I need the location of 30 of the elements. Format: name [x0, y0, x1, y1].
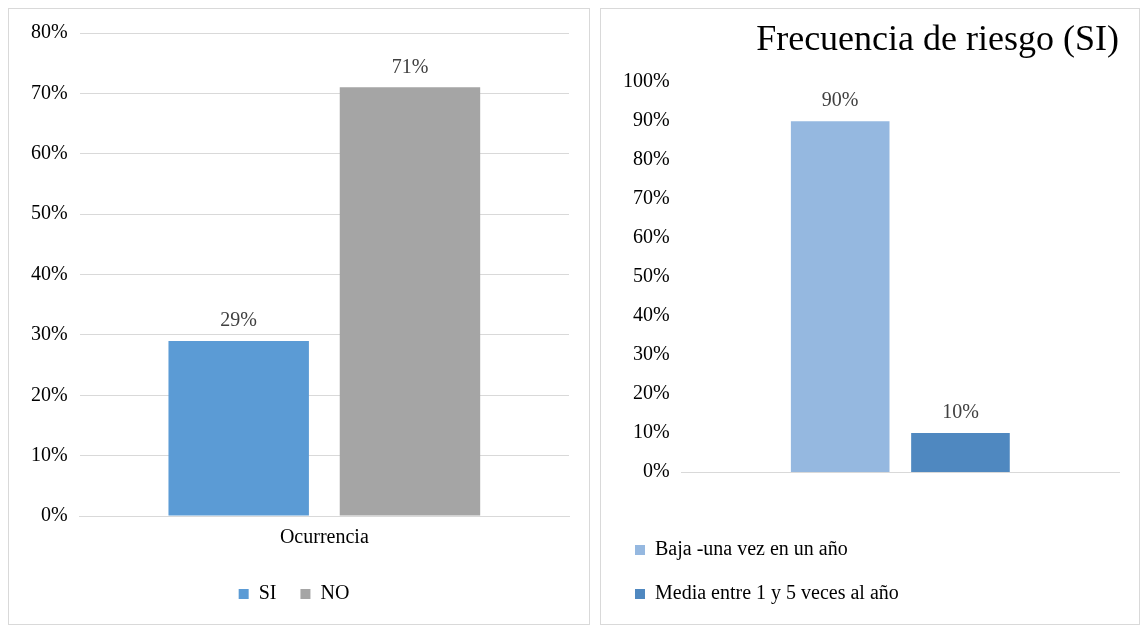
y-tick-label: 20%: [632, 381, 670, 404]
y-tick-label: 0%: [642, 459, 670, 482]
y-tick-label: 20%: [30, 382, 68, 405]
data-label: 10%: [942, 400, 979, 423]
y-tick-label: 0%: [40, 503, 68, 526]
y-tick-label: 30%: [632, 342, 670, 365]
y-tick-label: 10%: [632, 420, 670, 443]
legend-label: Media entre 1 y 5 veces al año: [655, 581, 899, 605]
y-tick-label: 50%: [30, 201, 68, 224]
y-tick-label: 40%: [632, 303, 670, 326]
chart-title: Frecuencia de riesgo (SI): [756, 18, 1119, 59]
legend-label: Baja -una vez en un año: [655, 537, 848, 561]
data-label: 90%: [821, 88, 859, 111]
y-tick-label: 60%: [632, 225, 670, 248]
y-tick-label: 10%: [30, 442, 68, 465]
y-tick-label: 30%: [30, 322, 68, 345]
y-tick-label: 60%: [30, 141, 68, 163]
y-tick-label: 80%: [632, 147, 670, 170]
y-tick-label: 40%: [30, 261, 68, 284]
legend-label: SI: [258, 581, 277, 604]
legend-label: NO: [320, 581, 350, 604]
y-tick-label: 50%: [632, 264, 670, 287]
data-label: 29%: [220, 308, 258, 331]
y-tick-label: 100%: [622, 69, 670, 92]
y-tick-label: 70%: [632, 186, 670, 209]
data-label: 71%: [391, 54, 429, 77]
y-tick-label: 90%: [632, 108, 670, 131]
y-tick-label: 80%: [30, 20, 68, 43]
y-tick-label: 70%: [30, 80, 68, 103]
x-tick-label: Ocurrencia: [279, 525, 369, 548]
